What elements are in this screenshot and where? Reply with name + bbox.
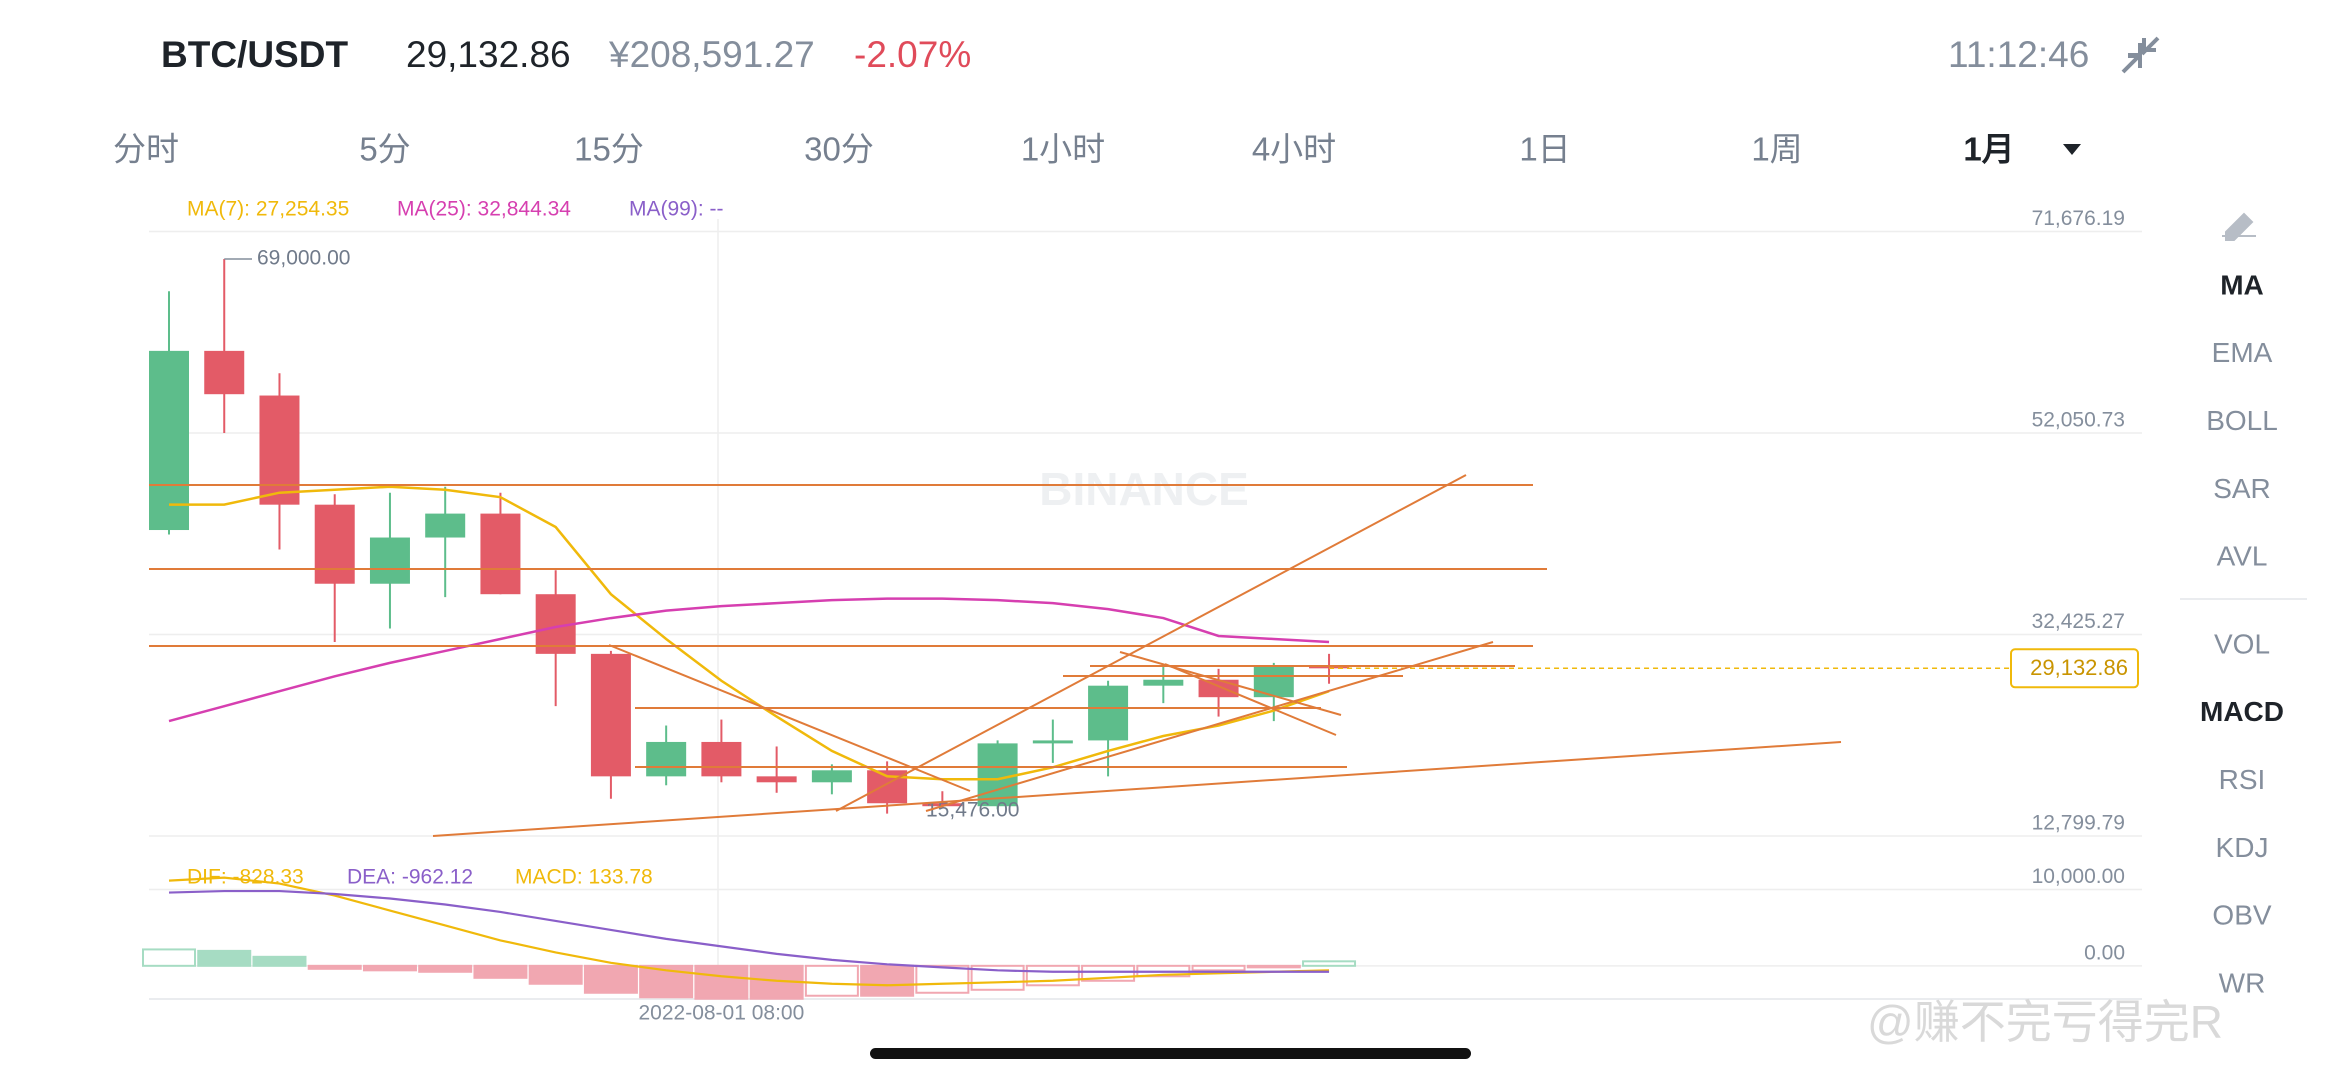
candle-body xyxy=(149,350,189,531)
macd-bar xyxy=(528,964,583,985)
macd-bar xyxy=(362,964,417,972)
candle-body xyxy=(756,776,797,783)
home-indicator[interactable] xyxy=(870,1048,1471,1059)
indicator[interactable]: BOLL xyxy=(2206,405,2278,436)
trend-line xyxy=(1119,651,1342,716)
last-price-box xyxy=(2010,648,2139,689)
trend-line xyxy=(835,474,1467,812)
macd-bar xyxy=(142,948,196,967)
indicator[interactable]: MACD xyxy=(2200,696,2284,727)
candle-body xyxy=(259,395,300,505)
trend-line xyxy=(1164,663,1337,736)
user-watermark: @赚不完亏得完R xyxy=(1867,996,2223,1048)
y-tick-label: 0.00 xyxy=(2084,941,2125,964)
tab[interactable]: 1日 xyxy=(1519,131,1570,168)
tab[interactable]: 4小时 xyxy=(1252,131,1336,168)
indicator[interactable]: KDJ xyxy=(2216,832,2269,863)
y-tick-label: 71,676.19 xyxy=(2032,207,2125,230)
macd-bar xyxy=(860,964,915,997)
trend-lines xyxy=(149,474,1842,837)
candle-body xyxy=(480,513,521,595)
ma-line xyxy=(169,485,1330,781)
arrow-head xyxy=(2128,54,2142,68)
price: 29,132.86 xyxy=(406,34,571,75)
candle-body xyxy=(811,770,852,783)
candle-body xyxy=(590,653,631,777)
y-tick-label: 10,000.00 xyxy=(2032,865,2125,888)
x-tick-label: 2022-08-01 08:00 xyxy=(638,1002,804,1025)
macd-bar xyxy=(252,955,307,967)
indicator[interactable]: VOL xyxy=(2214,628,2270,659)
candle-body xyxy=(204,350,245,395)
candle-body xyxy=(425,513,466,538)
tab[interactable]: 分时 xyxy=(113,131,179,168)
macd-bar xyxy=(1302,960,1357,967)
y-tick-label: 32,425.27 xyxy=(2032,610,2125,633)
candle-body xyxy=(1198,679,1239,698)
tab-bar: 分时 5分 15分 30分 1小时 4小时 1日 1周 1月 xyxy=(113,131,2015,168)
macd-bar xyxy=(915,964,970,994)
macd-bar xyxy=(473,964,528,979)
dropdown-arrow[interactable] xyxy=(2063,144,2081,155)
last-price-label: 29,132.86 xyxy=(2030,655,2128,680)
tab[interactable]: 5分 xyxy=(359,131,410,168)
candle-body xyxy=(922,803,963,807)
macd-bar xyxy=(583,964,638,994)
tab[interactable]: 15分 xyxy=(574,131,644,168)
candle-body xyxy=(1143,679,1184,686)
macd-bar xyxy=(1191,964,1246,972)
change: -2.07% xyxy=(854,34,971,75)
legend-entry: MA(25): 32,844.34 xyxy=(397,198,571,221)
cny-price: ¥208,591.27 xyxy=(608,34,815,75)
collapse-icon[interactable] xyxy=(2121,36,2160,74)
tab[interactable]: 1周 xyxy=(1751,131,1802,168)
tab[interactable]: 1小时 xyxy=(1021,131,1105,168)
indicator[interactable]: RSI xyxy=(2219,764,2266,795)
macd-line xyxy=(168,876,1330,987)
trend-line xyxy=(432,741,1842,837)
macd-bar xyxy=(418,964,473,973)
candle-body xyxy=(1088,685,1129,741)
annotation: 69,000.00 xyxy=(257,247,350,270)
arrow-head xyxy=(2142,38,2156,52)
time: 11:12:46 xyxy=(1948,34,2089,75)
macd-bar xyxy=(1246,964,1301,969)
legend-entry: MA(99): -- xyxy=(629,198,724,221)
indicator-panel: MA EMA BOLL SAR AVL VOL MACD RSI KDJ OBV WR xyxy=(2200,269,2284,998)
y-tick-label: 52,050.73 xyxy=(2032,409,2125,432)
macd-line xyxy=(168,889,1330,973)
indicator[interactable]: MA xyxy=(2220,269,2264,300)
indicator[interactable]: AVL xyxy=(2217,541,2268,572)
indicator[interactable]: OBV xyxy=(2212,900,2271,931)
ma-line xyxy=(168,597,1330,723)
macd-bar xyxy=(804,964,859,997)
indicator[interactable]: SAR xyxy=(2213,473,2271,504)
pair: BTC/USDT xyxy=(161,34,348,75)
indicator[interactable]: WR xyxy=(2219,967,2266,998)
candle-body xyxy=(1309,665,1350,669)
candle-body xyxy=(646,741,687,777)
macd-bar xyxy=(307,964,362,970)
indicator[interactable]: EMA xyxy=(2212,337,2273,368)
macd-bar xyxy=(694,964,749,1000)
legend-entry: MA(7): 27,254.35 xyxy=(187,198,349,221)
tab[interactable]: 30分 xyxy=(804,131,874,168)
trend-line xyxy=(608,644,971,792)
candle-body xyxy=(701,741,742,777)
plot: 71,676.19 52,050.73 32,425.27 12,799.79 2022… xyxy=(142,198,2142,1025)
macd-bar xyxy=(970,964,1025,991)
watermark: BINANCE xyxy=(1039,463,1249,515)
legend-entry: MACD: 133.78 xyxy=(515,866,653,889)
draw-tool-icon[interactable] xyxy=(2222,212,2256,241)
tab[interactable]: 1月 xyxy=(1963,131,2014,168)
trend-line xyxy=(925,641,1494,812)
macd-bar xyxy=(197,949,252,967)
candle-body xyxy=(977,743,1018,807)
candle-body xyxy=(369,537,410,584)
y-tick-label: 12,799.79 xyxy=(2032,812,2125,835)
candle-body xyxy=(314,504,355,584)
candle-body xyxy=(1032,740,1073,744)
legend-entry: DEA: -962.12 xyxy=(347,866,473,889)
